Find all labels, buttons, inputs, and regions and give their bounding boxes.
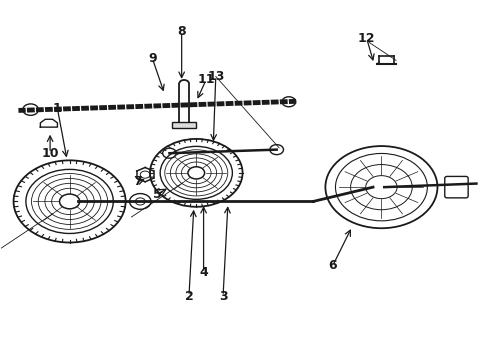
Text: 4: 4 (199, 266, 208, 279)
Text: 13: 13 (207, 70, 224, 83)
Text: 9: 9 (148, 52, 157, 65)
Text: 1: 1 (53, 102, 62, 115)
Text: 3: 3 (219, 289, 227, 303)
FancyBboxPatch shape (172, 122, 196, 128)
Text: 11: 11 (197, 73, 215, 86)
Text: 2: 2 (185, 289, 194, 303)
Text: 8: 8 (177, 25, 186, 38)
Text: 12: 12 (358, 32, 375, 45)
Text: 10: 10 (41, 147, 59, 160)
Text: 7: 7 (133, 175, 142, 188)
Text: 5: 5 (153, 188, 162, 201)
Text: 6: 6 (328, 259, 337, 272)
